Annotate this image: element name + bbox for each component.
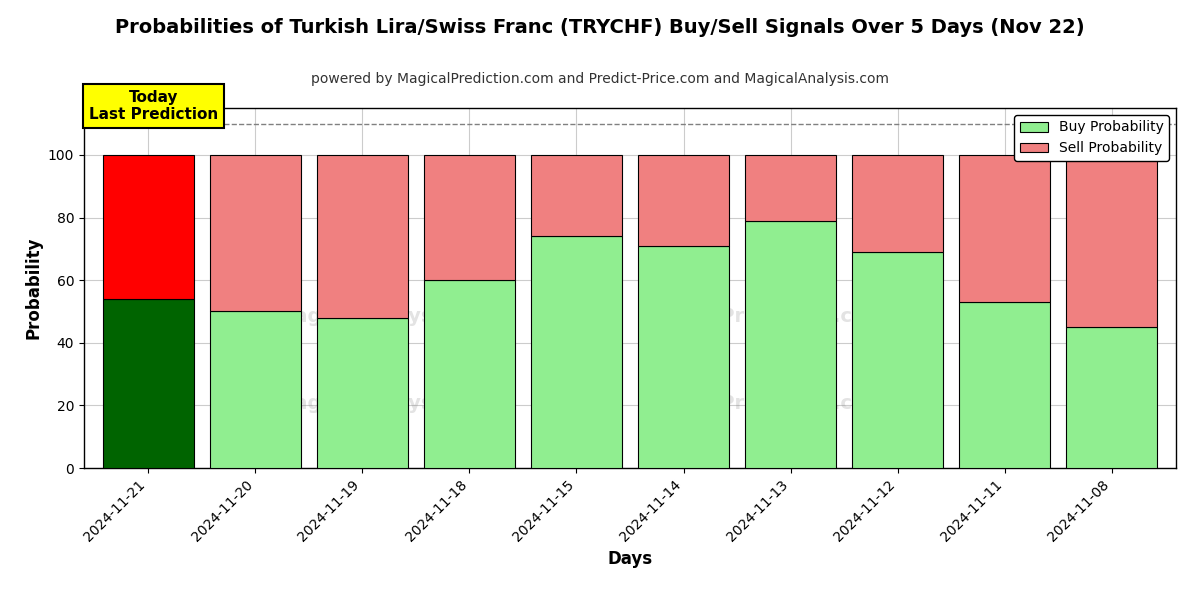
Bar [424,280,515,468]
Text: MagicalPrediction.com: MagicalPrediction.com [636,307,886,326]
Text: Today
Last Prediction: Today Last Prediction [89,89,218,122]
Bar [103,299,193,468]
Bar [959,302,1050,468]
Bar [852,155,943,252]
Bar [638,246,730,468]
Bar [959,155,1050,302]
Bar [745,221,836,468]
Bar [530,236,622,468]
Bar [1067,155,1157,327]
Bar [1067,327,1157,468]
Text: Probabilities of Turkish Lira/Swiss Franc (TRYCHF) Buy/Sell Signals Over 5 Days : Probabilities of Turkish Lira/Swiss Fran… [115,18,1085,37]
Bar [317,318,408,468]
Text: MagicalAnalysis.com: MagicalAnalysis.com [276,394,504,413]
Text: MagicalAnalysis.com: MagicalAnalysis.com [276,307,504,326]
Bar [745,155,836,221]
Bar [424,155,515,280]
Bar [210,155,301,311]
Bar [103,155,193,299]
Bar [852,252,943,468]
Text: MagicalPrediction.com: MagicalPrediction.com [636,394,886,413]
Y-axis label: Probability: Probability [24,237,42,339]
Bar [638,155,730,246]
X-axis label: Days: Days [607,550,653,568]
Bar [317,155,408,318]
Legend: Buy Probability, Sell Probability: Buy Probability, Sell Probability [1014,115,1169,161]
Text: powered by MagicalPrediction.com and Predict-Price.com and MagicalAnalysis.com: powered by MagicalPrediction.com and Pre… [311,72,889,86]
Bar [210,311,301,468]
Bar [530,155,622,236]
